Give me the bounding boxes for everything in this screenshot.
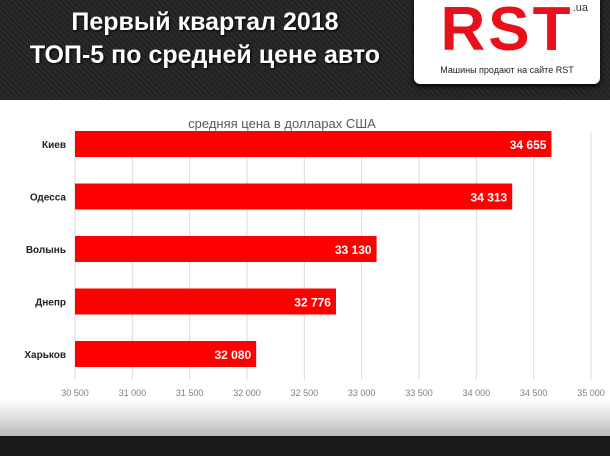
bar	[75, 236, 377, 262]
data-label: 34 313	[471, 191, 508, 205]
rst-logo: RST .ua Машины продают на сайте RST	[414, 0, 600, 84]
x-tick-label: 30 500	[61, 388, 89, 398]
category-label: Волынь	[26, 245, 66, 256]
logo-domain: .ua	[572, 2, 588, 14]
logo-tagline: Машины продают на сайте RST	[440, 65, 574, 75]
x-tick-label: 31 500	[176, 388, 204, 398]
category-label: Днепр	[35, 298, 66, 309]
data-label: 32 080	[214, 348, 251, 362]
x-tick-label: 32 000	[233, 388, 261, 398]
x-tick-label: 33 000	[348, 388, 376, 398]
x-tick-label: 33 500	[405, 388, 433, 398]
x-tick-label: 35 000	[577, 388, 605, 398]
title-line-1: Первый квартал 2018	[71, 8, 339, 36]
logo-text: RST	[440, 0, 574, 64]
data-label: 33 130	[335, 243, 372, 257]
x-tick-label: 34 500	[520, 388, 548, 398]
x-tick-label: 32 500	[291, 388, 319, 398]
data-label: 32 776	[294, 296, 331, 310]
page-title: Первый квартал 2018 ТОП-5 по средней цене…	[0, 6, 410, 72]
category-label: Харьков	[24, 350, 66, 361]
bar	[75, 183, 513, 210]
bar	[75, 131, 552, 157]
bar	[75, 288, 336, 315]
data-label: 34 655	[510, 138, 547, 152]
category-label: Одесса	[30, 193, 67, 204]
x-tick-label: 34 000	[463, 388, 491, 398]
chart-title: средняя цена в долларах США	[188, 116, 376, 131]
bar	[75, 341, 257, 367]
title-line-2: ТОП-5 по средней цене авто	[29, 41, 381, 69]
category-label: Киев	[42, 140, 66, 151]
x-tick-label: 31 000	[119, 388, 147, 398]
